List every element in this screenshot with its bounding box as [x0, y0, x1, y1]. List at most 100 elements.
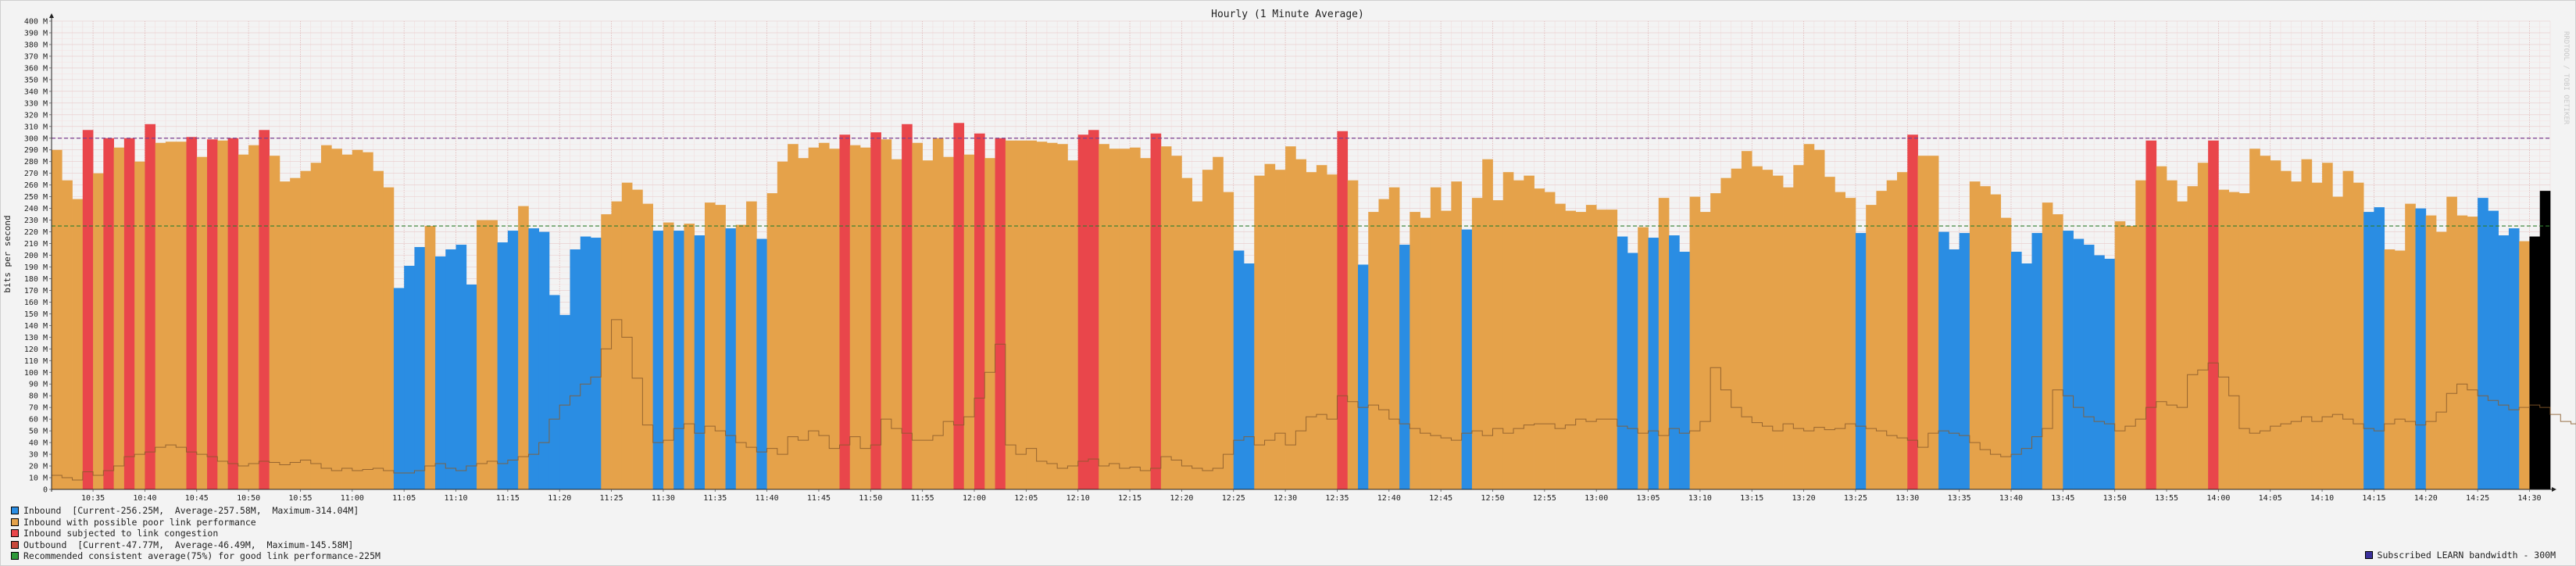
inbound-bar — [2187, 186, 2199, 489]
inbound-bar — [591, 238, 602, 489]
inbound-bar — [2114, 221, 2126, 489]
inbound-bar — [2094, 255, 2105, 489]
inbound-bar — [559, 314, 570, 489]
x-tick-labels: 10:35 10:40 10:45 10:50 10:55 11:00 11:05 11:10… — [81, 489, 2542, 503]
inbound-bar — [798, 158, 809, 489]
x-tick-label: 14:25 — [2466, 494, 2489, 503]
inbound-bar — [2478, 198, 2488, 489]
inbound-bar — [2177, 201, 2188, 489]
inbound-bar — [943, 156, 954, 489]
y-tick-label: 20 M — [29, 463, 48, 471]
inbound-bar — [963, 154, 975, 489]
x-tick-label: 11:15 — [496, 494, 520, 503]
inbound-bar — [1585, 205, 1597, 489]
x-axis-arrow — [2552, 487, 2556, 492]
x-tick-label: 11:00 — [341, 494, 364, 503]
y-tick-label: 390 M — [24, 29, 48, 38]
inbound-bar — [881, 139, 892, 489]
inbound-bar — [2083, 245, 2095, 489]
inbound-bar — [528, 228, 540, 489]
inbound-bar — [2394, 250, 2406, 489]
y-tick-labels: 0 10 M 20 M 30 M 40 M 50 M 60 M 70 M 80 M 90 M 100… — [24, 18, 52, 495]
inbound-bar — [456, 245, 467, 489]
inbound-bar — [632, 189, 643, 489]
inbound-bar — [2218, 189, 2229, 489]
inbound-bar — [1803, 144, 1815, 490]
inbound-bar — [2415, 208, 2427, 489]
inbound-bar — [2446, 196, 2457, 489]
y-tick-label: 210 M — [24, 240, 48, 249]
inbound-bar — [922, 160, 934, 489]
inbound-bar — [103, 138, 114, 489]
y-tick-label: 150 M — [24, 310, 48, 319]
y-tick-label: 270 M — [24, 170, 48, 178]
y-tick-label: 290 M — [24, 146, 48, 155]
inbound-bar — [2332, 196, 2343, 489]
inbound-bar — [1928, 156, 1939, 489]
y-axis-arrow — [49, 13, 54, 18]
inbound-bar — [487, 220, 498, 489]
y-tick-label: 130 M — [24, 334, 48, 342]
inbound-bar — [2405, 203, 2416, 489]
inbound-bar — [1368, 212, 1379, 489]
inbound-bar — [176, 142, 187, 489]
inbound-bar — [611, 201, 623, 489]
legend-swatch — [11, 518, 19, 526]
inbound-bar — [1555, 203, 1566, 489]
x-tick-label: 12:35 — [1325, 494, 1349, 503]
inbound-bar — [1347, 180, 1359, 489]
x-tick-label: 13:50 — [2103, 494, 2127, 503]
y-tick-label: 90 M — [29, 381, 48, 389]
inbound-bar — [766, 193, 778, 489]
inbound-bar — [352, 149, 363, 489]
y-tick-label: 50 M — [29, 428, 48, 436]
x-tick-label: 14:00 — [2206, 494, 2230, 503]
x-tick-label: 11:25 — [600, 494, 623, 503]
legend-item-outbound: Outbound [Current-47.77M, Average-46.49M… — [11, 539, 381, 551]
inbound-bar — [902, 124, 913, 489]
inbound-bar — [2301, 159, 2313, 489]
y-tick-label: 0 — [43, 486, 48, 495]
inbound-bar — [2063, 231, 2074, 489]
rrdtool-watermark: RRDTOOL / TOBI OETIKER — [2562, 31, 2570, 125]
chart-title: Hourly (1 Minute Average) — [1211, 9, 1364, 20]
inbound-bar — [1596, 210, 1607, 489]
inbound-bar — [217, 140, 228, 489]
inbound-bar — [538, 231, 550, 489]
inbound-bar — [363, 152, 373, 489]
inbound-bar — [1181, 177, 1193, 490]
inbound-bar — [684, 224, 695, 489]
inbound-bar — [1917, 156, 1929, 489]
inbound-bar — [2456, 215, 2468, 489]
reference-lines — [52, 138, 2550, 227]
inbound-bar — [155, 142, 166, 490]
inbound-bar — [1534, 188, 1545, 489]
x-tick-label: 12:00 — [963, 494, 986, 503]
inbound-bar — [1067, 160, 1079, 489]
inbound-bar — [424, 226, 436, 489]
x-tick-label: 12:15 — [1118, 494, 1142, 503]
inbound-bar — [1316, 165, 1327, 489]
inbound-bar — [1741, 151, 1752, 489]
y-tick-label: 260 M — [24, 181, 48, 190]
inbound-bar — [2124, 226, 2136, 489]
inbound-bar — [507, 231, 519, 489]
x-tick-label: 12:45 — [1429, 494, 1452, 503]
inbound-bar — [2197, 163, 2209, 489]
x-tick-label: 13:15 — [1740, 494, 1763, 503]
inbound-bar — [321, 145, 332, 490]
inbound-bar — [1669, 235, 1680, 489]
legend-item-poor-performance: Inbound with possible poor link performa… — [11, 517, 381, 528]
inbound-bar — [746, 201, 757, 489]
inbound-bar — [2311, 182, 2323, 489]
outbound-line-group — [52, 319, 2576, 481]
x-tick-label: 14:30 — [2517, 494, 2541, 503]
x-tick-label: 12:10 — [1066, 494, 1090, 503]
inbound-bar — [72, 199, 84, 489]
x-tick-label: 12:30 — [1274, 494, 1297, 503]
y-tick-label: 320 M — [24, 111, 48, 120]
inbound-bar — [1689, 196, 1701, 489]
inbound-bar — [2363, 212, 2374, 489]
legend-item-recommended: Recommended consistent average(75%) for … — [11, 550, 381, 562]
inbound-bar — [2010, 252, 2022, 489]
